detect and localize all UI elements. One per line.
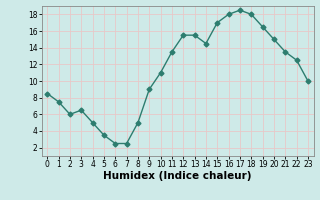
X-axis label: Humidex (Indice chaleur): Humidex (Indice chaleur) xyxy=(103,171,252,181)
